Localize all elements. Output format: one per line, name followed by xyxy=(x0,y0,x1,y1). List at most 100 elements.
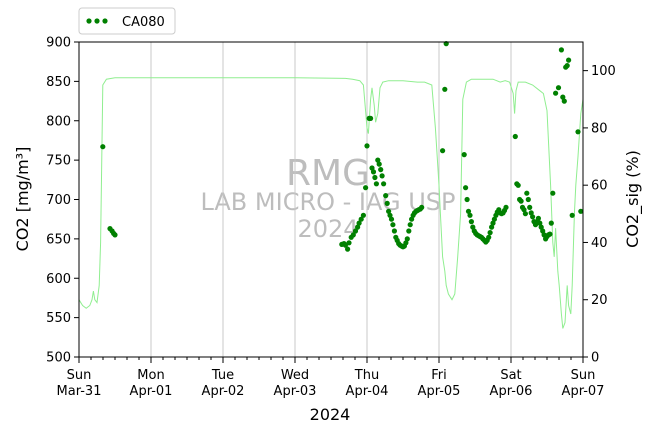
co2-sig-line xyxy=(78,77,584,329)
y-left-tick-label: 600 xyxy=(46,272,71,287)
co2-point xyxy=(548,220,554,226)
co2-point xyxy=(384,200,390,206)
y-axis-left-title: CO2 [mg/m³] xyxy=(13,147,32,252)
x-tick-label-date: Apr-05 xyxy=(418,384,461,399)
co2-point xyxy=(381,181,387,187)
co2-point xyxy=(390,222,396,228)
x-tick-label-day: Fri xyxy=(431,368,447,383)
x-tick-label-date: Apr-01 xyxy=(130,384,173,399)
co2-point xyxy=(465,208,472,214)
y-right-tick-label: 80 xyxy=(591,121,608,136)
co2-point xyxy=(578,208,584,214)
x-tick-label-day: Thu xyxy=(354,368,379,383)
legend: CA080 xyxy=(78,7,176,35)
co2-point xyxy=(468,219,474,225)
co2-point xyxy=(487,230,493,236)
co2-point xyxy=(387,212,393,218)
y-right-tick-label: 0 xyxy=(591,351,599,366)
co2-point xyxy=(409,216,415,222)
co2-point xyxy=(569,212,575,218)
co2-point xyxy=(375,157,381,163)
co2-point xyxy=(555,85,562,91)
x-tick-label-day: Mon xyxy=(137,368,164,383)
co2-point xyxy=(364,143,370,149)
x-tick-label-date: Apr-02 xyxy=(202,384,245,399)
co2-point xyxy=(404,236,410,242)
co2-point xyxy=(560,94,566,100)
y-right-tick-label: 100 xyxy=(591,64,616,79)
y-left-tick-label: 700 xyxy=(46,193,71,208)
co2-point xyxy=(528,210,534,216)
co2-point xyxy=(530,214,536,220)
watermark: RMG LAB MICRO - IAG USP 2024 xyxy=(200,153,455,243)
co2-point xyxy=(360,212,366,218)
y-left-tick-label: 850 xyxy=(46,75,71,90)
co2-point xyxy=(535,215,542,221)
legend-label: CA080 xyxy=(122,15,165,30)
co2-point xyxy=(383,193,389,199)
co2-point xyxy=(575,129,581,135)
co2-point xyxy=(486,234,492,240)
co2-point xyxy=(489,224,495,230)
x-tick-label-date: Apr-03 xyxy=(274,384,317,399)
y-left-tick-label: 750 xyxy=(46,154,71,169)
co2-point xyxy=(369,165,375,171)
co2-point xyxy=(467,212,473,218)
co2-point xyxy=(406,228,412,234)
co2-points xyxy=(100,41,584,252)
y-left-tick-label: 900 xyxy=(46,36,71,51)
co2-point xyxy=(350,232,356,238)
y-left-tick-label: 650 xyxy=(46,232,71,247)
x-tick-label-day: Sun xyxy=(571,368,596,383)
x-tick-label-date: Apr-06 xyxy=(490,384,533,399)
co2-point xyxy=(538,224,544,230)
co2-point xyxy=(491,216,497,222)
x-tick-label-day: Sat xyxy=(500,368,521,383)
co2-point xyxy=(490,220,496,226)
co2-point xyxy=(522,211,529,217)
x-axis: SunMar-31MonApr-01TueApr-02WedApr-03ThuA… xyxy=(57,357,605,399)
x-tick-label-day: Tue xyxy=(211,368,234,383)
co2-point xyxy=(386,208,392,214)
y-left-tick-label: 500 xyxy=(46,351,71,366)
y-axis-right: 0 20 40 60 80 100 xyxy=(583,64,616,366)
co2-point xyxy=(515,182,521,188)
y-right-tick-label: 40 xyxy=(591,236,608,251)
co2-point xyxy=(518,198,524,204)
co2-point xyxy=(470,224,476,230)
co2-point xyxy=(558,47,565,53)
co2-point xyxy=(525,196,531,203)
co2-point xyxy=(540,228,546,234)
co2-point xyxy=(553,90,559,96)
co2-point xyxy=(373,181,379,187)
co2-point xyxy=(346,240,352,246)
co2-point xyxy=(356,220,362,226)
co2-point xyxy=(566,57,572,63)
legend-frame xyxy=(78,7,176,35)
co2-point xyxy=(352,228,359,234)
co2-point xyxy=(112,232,118,238)
x-tick-label-date: Apr-07 xyxy=(562,384,605,399)
co2-point xyxy=(370,169,377,175)
y-left-tick-label: 550 xyxy=(46,311,71,326)
co2-point xyxy=(358,216,364,222)
co2-point xyxy=(407,222,413,228)
co2-point xyxy=(524,190,530,196)
co2-point xyxy=(537,220,543,226)
co2-point xyxy=(368,115,374,121)
legend-dot xyxy=(94,18,100,24)
y-axis-left: 500 550 600 650 700 750 800 850 900 xyxy=(46,36,79,366)
co2-point xyxy=(521,207,527,213)
y-right-tick-label: 60 xyxy=(591,179,608,194)
watermark-year: 2024 xyxy=(297,215,358,243)
co2-point xyxy=(464,196,470,203)
co2-point xyxy=(376,161,382,167)
co2-point xyxy=(527,204,533,210)
watermark-title: RMG xyxy=(286,153,370,194)
legend-dot xyxy=(102,18,108,24)
co2-point xyxy=(547,231,553,237)
x-gridlines xyxy=(150,42,512,357)
co2-point xyxy=(403,240,409,246)
co2-point xyxy=(564,63,570,69)
